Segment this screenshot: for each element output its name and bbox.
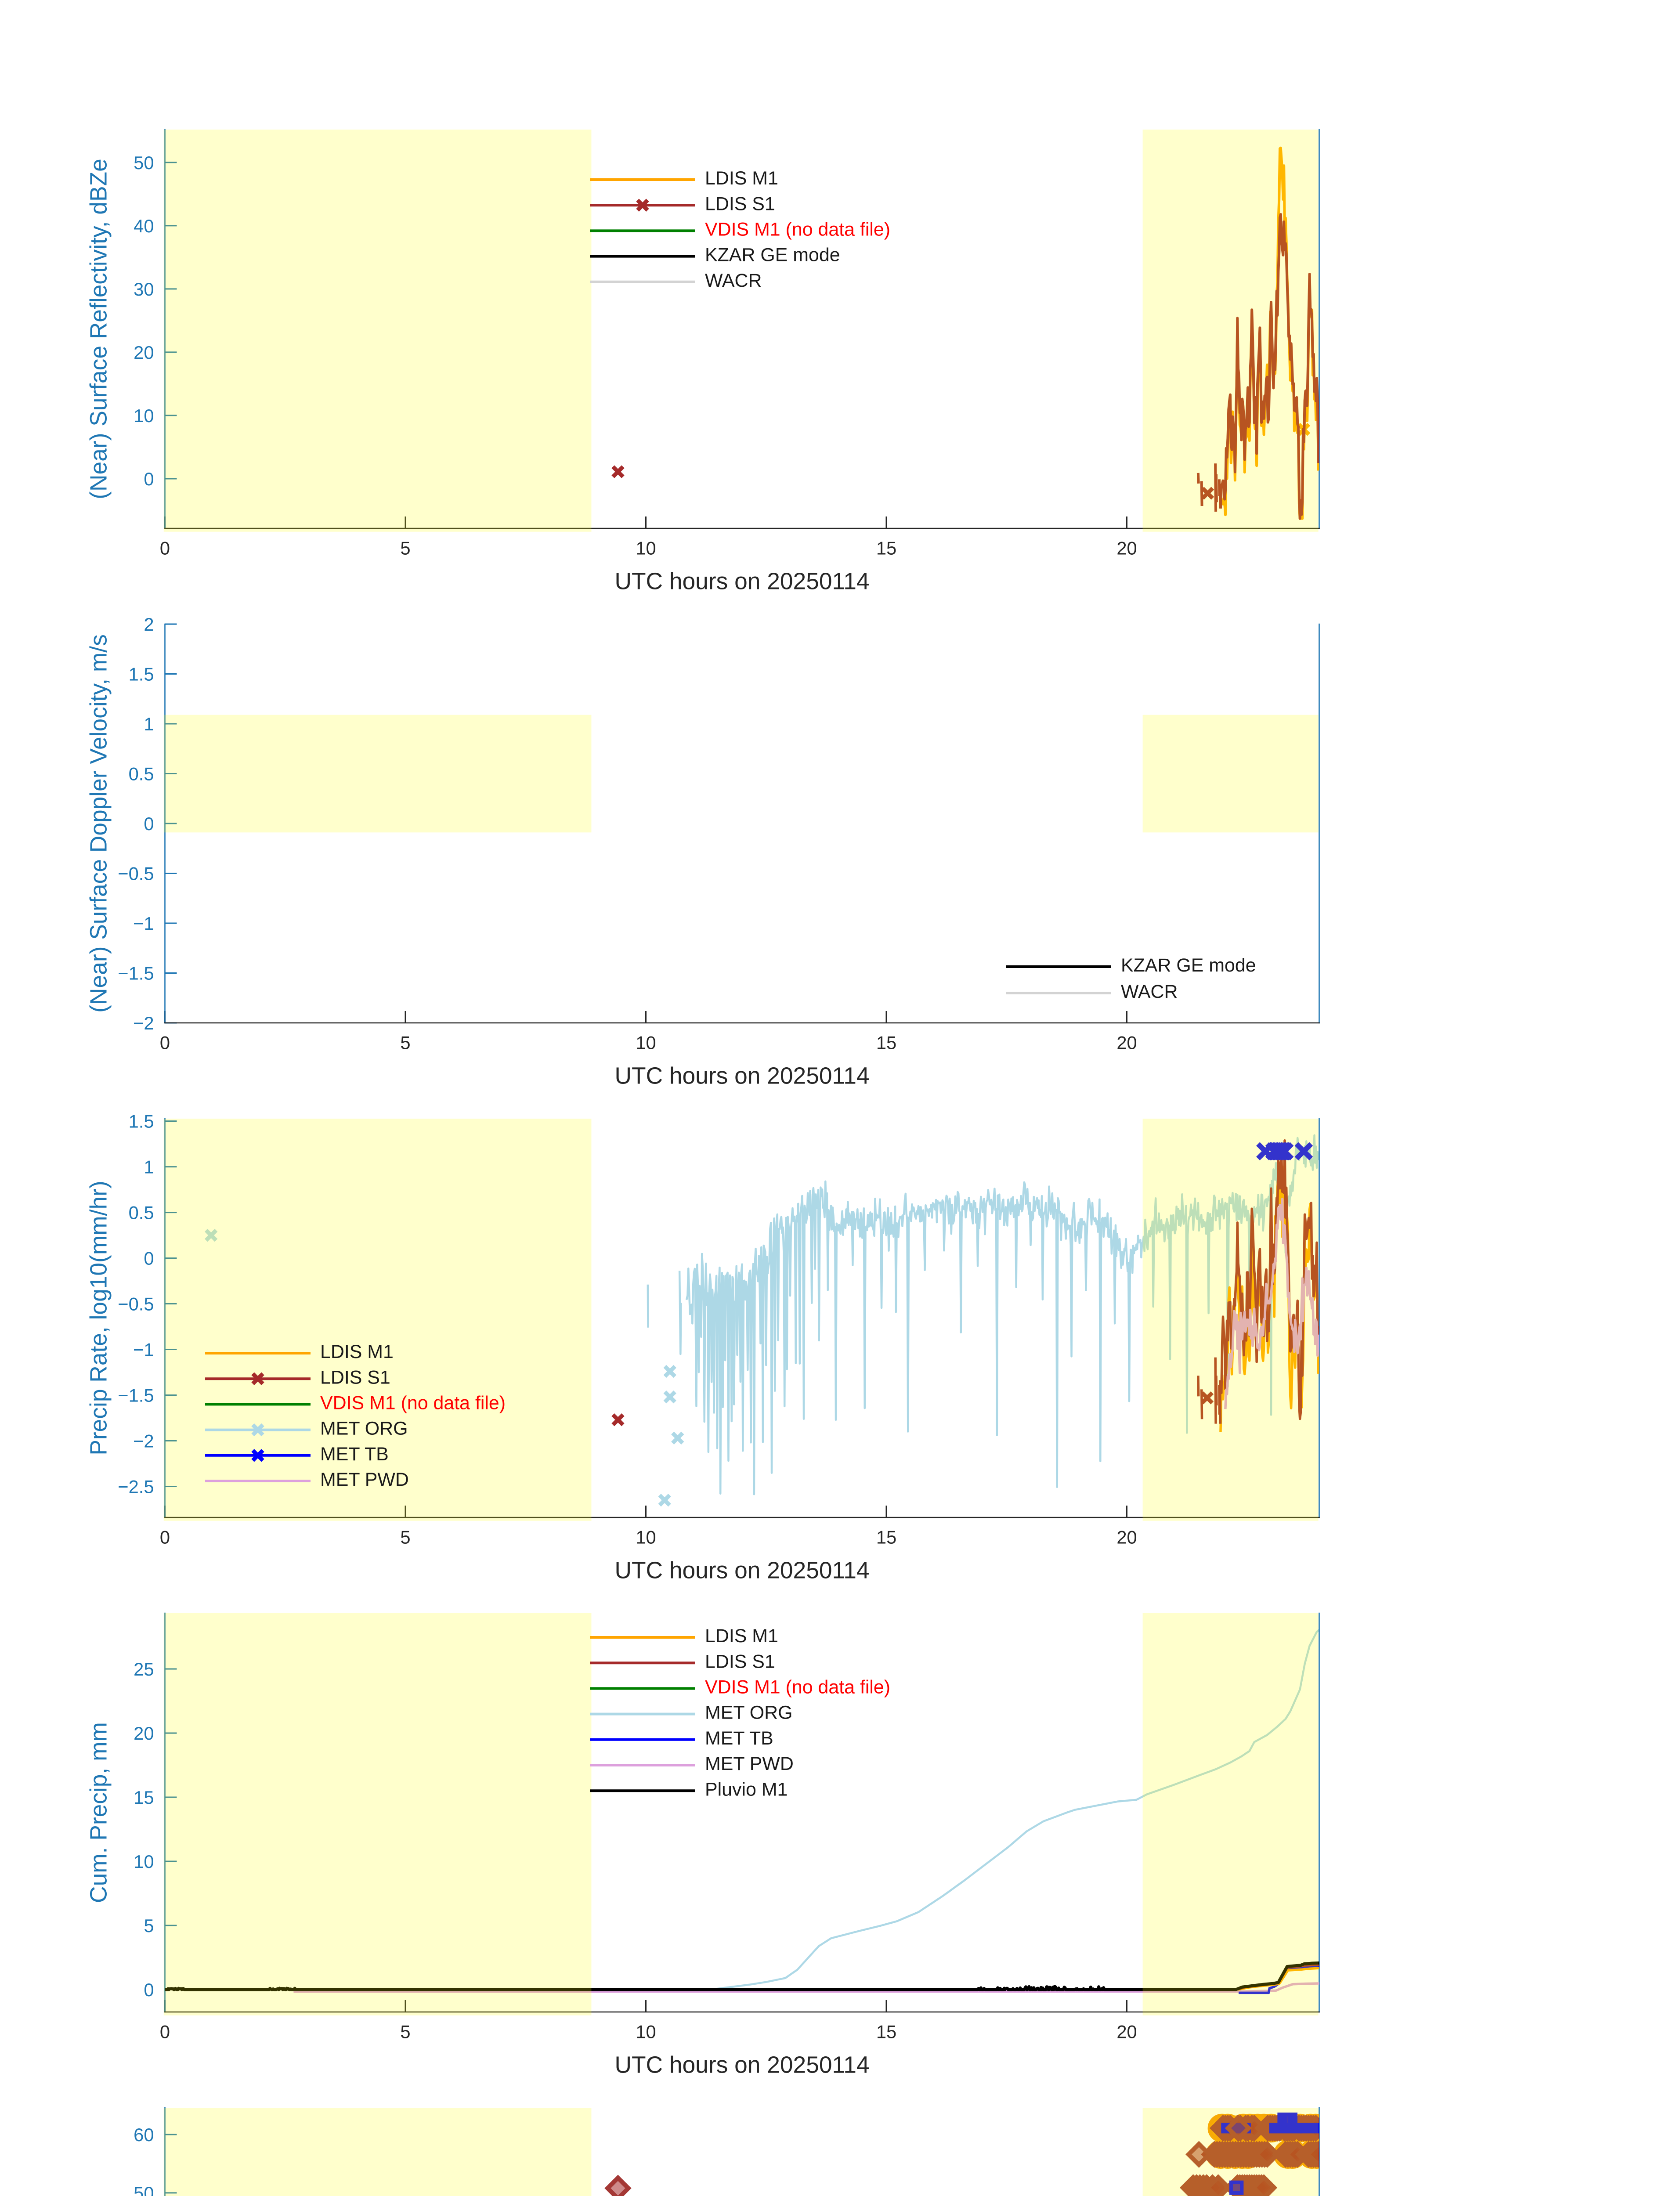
svg-text:VDIS M1 (no data file): VDIS M1 (no data file) (705, 219, 890, 240)
svg-text:15: 15 (134, 1787, 154, 1808)
svg-text:10: 10 (636, 1527, 656, 1547)
svg-text:5: 5 (400, 538, 410, 558)
svg-text:0.5: 0.5 (129, 1203, 154, 1223)
svg-text:−1.5: −1.5 (118, 963, 154, 984)
svg-text:1: 1 (144, 1157, 154, 1177)
svg-text:MET PWD: MET PWD (705, 1753, 794, 1774)
svg-text:15: 15 (876, 1032, 896, 1053)
svg-text:0.5: 0.5 (129, 764, 154, 784)
svg-text:20: 20 (1116, 538, 1137, 558)
svg-text:−0.5: −0.5 (118, 1294, 154, 1315)
svg-text:20: 20 (134, 342, 154, 363)
svg-text:0: 0 (160, 538, 170, 558)
svg-text:25: 25 (134, 1659, 154, 1680)
svg-text:5: 5 (400, 1527, 410, 1547)
svg-text:20: 20 (1116, 1527, 1137, 1547)
svg-text:10: 10 (636, 1032, 656, 1053)
svg-text:−2: −2 (133, 1431, 154, 1452)
svg-text:UTC hours on 20250114: UTC hours on 20250114 (614, 1063, 869, 1089)
svg-text:MET ORG: MET ORG (320, 1418, 408, 1439)
svg-text:5: 5 (400, 1032, 410, 1053)
svg-text:50: 50 (134, 2183, 154, 2196)
svg-text:MET ORG: MET ORG (705, 1702, 792, 1723)
svg-text:50: 50 (134, 152, 154, 173)
svg-text:−0.5: −0.5 (118, 863, 154, 884)
svg-text:MET PWD: MET PWD (320, 1469, 409, 1490)
svg-text:UTC hours on 20250114: UTC hours on 20250114 (614, 1558, 869, 1584)
svg-text:1.5: 1.5 (129, 664, 154, 685)
svg-text:10: 10 (134, 405, 154, 426)
svg-text:10: 10 (636, 2021, 656, 2042)
svg-text:UTC hours on 20250114: UTC hours on 20250114 (614, 2052, 869, 2078)
svg-text:2: 2 (144, 614, 154, 635)
svg-text:20: 20 (134, 1723, 154, 1744)
svg-text:WACR: WACR (705, 270, 762, 291)
svg-text:0: 0 (160, 1527, 170, 1547)
svg-text:1.5: 1.5 (129, 1111, 154, 1132)
svg-text:LDIS S1: LDIS S1 (705, 1651, 775, 1672)
svg-text:KZAR GE mode: KZAR GE mode (705, 245, 840, 266)
svg-text:15: 15 (876, 1527, 896, 1547)
svg-text:Precip Rate, log10(mm/hr): Precip Rate, log10(mm/hr) (86, 1181, 112, 1455)
svg-text:10: 10 (636, 538, 656, 558)
svg-text:−1.5: −1.5 (118, 1385, 154, 1406)
svg-text:15: 15 (876, 2021, 896, 2042)
svg-text:MET TB: MET TB (320, 1444, 389, 1465)
svg-text:(Near) Surface Doppler Velocit: (Near) Surface Doppler Velocity, m/s (86, 634, 112, 1012)
svg-text:40: 40 (134, 216, 154, 236)
svg-text:20: 20 (1116, 2021, 1137, 2042)
svg-text:−1: −1 (133, 1340, 154, 1360)
svg-text:LDIS S1: LDIS S1 (320, 1367, 390, 1388)
svg-text:0: 0 (160, 2021, 170, 2042)
svg-text:(Near) Surface Reflectivity, d: (Near) Surface Reflectivity, dBZe (86, 159, 112, 499)
svg-text:MET TB: MET TB (705, 1728, 773, 1749)
svg-text:1: 1 (144, 714, 154, 734)
svg-text:0: 0 (160, 1032, 170, 1053)
svg-text:Cum. Precip, mm: Cum. Precip, mm (86, 1722, 112, 1903)
svg-text:−2: −2 (133, 1013, 154, 1033)
svg-text:VDIS M1 (no data file): VDIS M1 (no data file) (705, 1676, 890, 1698)
svg-text:20: 20 (1116, 1032, 1137, 1053)
svg-text:LDIS M1: LDIS M1 (320, 1341, 394, 1362)
svg-text:−2.5: −2.5 (118, 1477, 154, 1497)
svg-text:LDIS M1: LDIS M1 (705, 1625, 778, 1647)
svg-text:0: 0 (144, 469, 154, 489)
svg-text:Pluvio M1: Pluvio M1 (705, 1779, 788, 1800)
svg-text:60: 60 (134, 2124, 154, 2145)
svg-text:−1: −1 (133, 913, 154, 934)
svg-text:WACR: WACR (1121, 981, 1178, 1002)
svg-text:15: 15 (876, 538, 896, 558)
svg-text:LDIS M1: LDIS M1 (705, 168, 778, 189)
svg-text:30: 30 (134, 279, 154, 300)
svg-text:5: 5 (144, 1915, 154, 1936)
svg-text:VDIS M1 (no data file): VDIS M1 (no data file) (320, 1392, 506, 1413)
svg-text:0: 0 (144, 1248, 154, 1269)
svg-text:0: 0 (144, 813, 154, 834)
svg-text:5: 5 (400, 2021, 410, 2042)
svg-text:0: 0 (144, 1979, 154, 2000)
svg-text:KZAR GE mode: KZAR GE mode (1121, 955, 1256, 976)
svg-text:LDIS S1: LDIS S1 (705, 193, 775, 214)
svg-text:10: 10 (134, 1851, 154, 1872)
svg-text:UTC hours on 20250114: UTC hours on 20250114 (614, 569, 869, 595)
